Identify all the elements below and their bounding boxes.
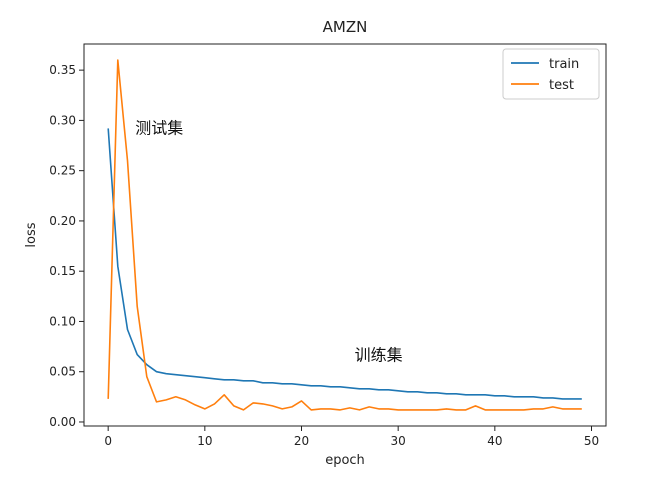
y-tick-label: 0.05: [49, 365, 76, 379]
chart-title: AMZN: [323, 18, 368, 36]
y-tick-label: 0.10: [49, 314, 76, 328]
annotation-1: 测试集: [135, 118, 183, 137]
annotation-2: 训练集: [355, 346, 403, 365]
plot-area: [83, 43, 607, 427]
legend-label-test: test: [549, 78, 574, 93]
y-tick-label: 0.25: [49, 164, 76, 178]
axis-ticks: 0 10 20 30 40 50 0.00 0.05 0.10 0.15 0.20 0.25 0.30 0…: [49, 63, 599, 448]
x-tick-label: 40: [487, 434, 502, 448]
y-tick-label: 0.20: [49, 214, 76, 228]
x-tick-label: 30: [391, 434, 406, 448]
series-line-test: [107, 59, 582, 411]
x-tick-label: 20: [294, 434, 309, 448]
x-axis-label: epoch: [325, 453, 365, 468]
y-tick-label: 0.00: [49, 415, 76, 429]
y-tick-label: 0.35: [49, 63, 76, 77]
y-axis-label: loss: [24, 222, 39, 247]
legend: train test: [502, 48, 600, 100]
legend-box: [502, 48, 600, 100]
y-tick-label: 0.15: [49, 264, 76, 278]
x-tick-label: 50: [584, 434, 599, 448]
x-tick-label: 0: [104, 434, 112, 448]
series-lines: [107, 59, 582, 411]
series-line-train: [107, 128, 582, 400]
x-tick-label: 10: [197, 434, 212, 448]
y-tick-label: 0.30: [49, 113, 76, 127]
legend-label-train: train: [549, 57, 579, 72]
